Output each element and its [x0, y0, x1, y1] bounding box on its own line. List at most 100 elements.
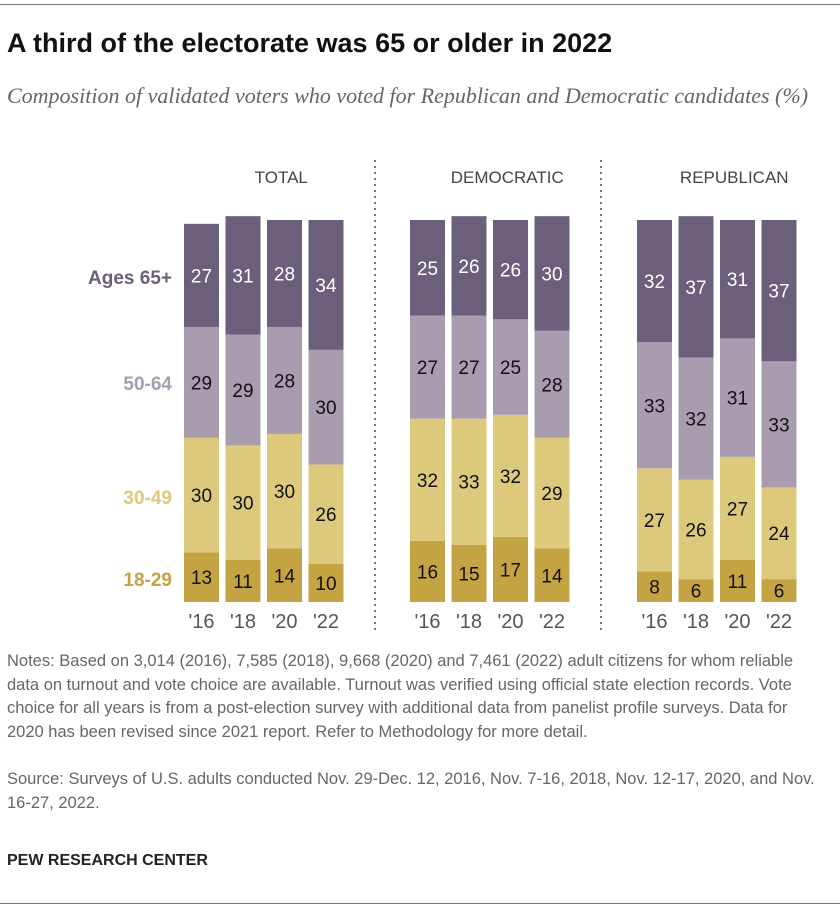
bar-segment — [308, 220, 344, 350]
data-label: 30 — [315, 398, 336, 419]
stacked-bar-chart: TOTAL 13 30 29 27 '16 11 30 29 31 '18 14 30 28 28 '20 10… — [88, 160, 797, 633]
bar-segment — [761, 579, 797, 602]
bar-segment — [308, 349, 344, 465]
bar-segment — [720, 338, 755, 457]
bar-segment — [267, 548, 302, 602]
x-tick-label: '16 — [641, 611, 667, 633]
data-label: 25 — [417, 259, 438, 280]
bar-segment — [451, 418, 487, 545]
bar-segment — [761, 220, 797, 362]
data-label: 6 — [691, 582, 702, 603]
bar-segment — [308, 563, 344, 602]
bar-segment — [308, 464, 344, 564]
data-label: 14 — [541, 566, 563, 587]
top-rule — [0, 4, 840, 5]
data-label: 26 — [500, 261, 521, 282]
data-label: 26 — [458, 257, 479, 278]
data-label: 29 — [191, 373, 212, 394]
data-label: 30 — [274, 482, 295, 503]
data-label: 33 — [768, 415, 789, 436]
bar-segment — [720, 220, 755, 339]
x-tick-label: '16 — [414, 611, 440, 633]
data-label: 33 — [458, 473, 479, 494]
data-label: 30 — [232, 494, 253, 515]
data-label: 28 — [274, 371, 295, 392]
bar-segment — [720, 559, 755, 602]
data-label: 8 — [649, 578, 660, 599]
bottom-rule — [0, 903, 840, 904]
legend-label: 50-64 — [123, 374, 172, 395]
bar-segment — [184, 437, 219, 553]
legend-label: 30-49 — [123, 488, 172, 509]
bar-segment — [225, 559, 261, 602]
bar-segment — [678, 479, 714, 580]
bar-segment — [184, 223, 219, 327]
x-tick-label: '20 — [271, 611, 297, 633]
data-label: 17 — [500, 561, 521, 582]
panel-title: TOTAL — [255, 168, 308, 187]
x-tick-label: '22 — [766, 611, 792, 633]
data-label: 29 — [541, 484, 562, 505]
pew-logo-text: PEW RESEARCH CENTER — [7, 852, 208, 869]
bar-segment — [410, 540, 445, 602]
source: Source: Surveys of U.S. adults conducted… — [7, 770, 815, 812]
bar-segment — [637, 468, 672, 572]
data-label: 37 — [685, 278, 706, 299]
data-label: 28 — [274, 264, 295, 285]
bar-segment — [451, 216, 487, 316]
data-label: 32 — [500, 467, 521, 488]
data-label: 25 — [500, 358, 521, 379]
data-label: 37 — [768, 282, 789, 303]
bar-segment — [761, 361, 797, 488]
notes: Notes: Based on 3,014 (2016), 7,585 (201… — [7, 652, 794, 741]
legend-label: 18-29 — [123, 570, 172, 591]
bar-segment — [493, 537, 528, 602]
chart-subtitle: Composition of validated voters who vote… — [7, 83, 809, 108]
bar-segment — [225, 216, 261, 335]
bar-segment — [761, 487, 797, 580]
data-label: 11 — [728, 572, 748, 593]
data-label: 27 — [458, 358, 479, 379]
bar-segment — [678, 579, 714, 602]
bar-segment — [267, 220, 302, 327]
bar-segment — [184, 326, 219, 438]
panel-title: REPUBLICAN — [680, 168, 789, 187]
data-label: 27 — [417, 358, 438, 379]
bar-segment — [534, 548, 570, 602]
data-label: 32 — [417, 471, 438, 492]
data-label: 14 — [274, 566, 296, 587]
bar-segment — [267, 326, 302, 434]
data-label: 28 — [541, 375, 562, 396]
bar-segment — [451, 315, 487, 419]
data-label: 33 — [644, 396, 665, 417]
bar-segment — [410, 220, 445, 316]
data-label: 32 — [685, 410, 706, 431]
bar-segment — [637, 220, 672, 343]
bar-segment — [184, 552, 219, 602]
data-label: 31 — [232, 266, 253, 287]
bar-segment — [225, 334, 261, 446]
bar-segment — [410, 418, 445, 541]
bar-segment — [225, 445, 261, 560]
bar-segment — [678, 216, 714, 358]
bar-segment — [534, 437, 570, 549]
data-label: 34 — [315, 276, 337, 297]
legend-label: Ages 65+ — [88, 268, 172, 289]
bar-segment — [637, 342, 672, 469]
data-label: 30 — [541, 264, 562, 285]
x-tick-label: '18 — [456, 611, 482, 633]
data-label: 31 — [727, 389, 748, 410]
bar-segment — [451, 544, 487, 602]
bar-segment — [678, 357, 714, 480]
bar-segment — [493, 220, 528, 320]
data-label: 27 — [644, 511, 665, 532]
bar-segment — [493, 319, 528, 415]
bar-segment — [267, 433, 302, 549]
data-label: 10 — [315, 574, 336, 595]
panel-title: DEMOCRATIC — [451, 168, 564, 187]
data-label: 13 — [191, 568, 212, 589]
bar-segment — [534, 330, 570, 438]
data-label: 30 — [191, 486, 212, 507]
x-tick-label: '20 — [724, 611, 750, 633]
bar-segment — [637, 571, 672, 602]
